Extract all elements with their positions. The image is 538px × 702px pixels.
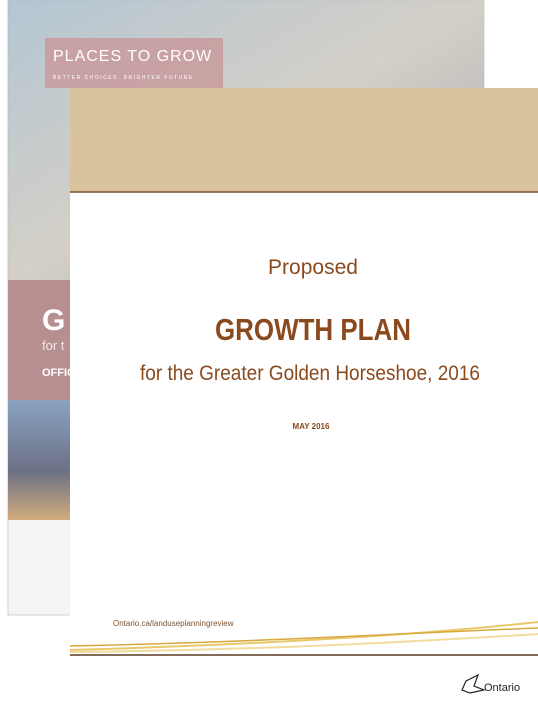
- banner-tagline: BETTER CHOICES. BRIGHTER FUTURE.: [53, 75, 197, 81]
- back-title: G: [42, 304, 65, 337]
- url: Ontario.ca/landuseplanningreview: [113, 619, 234, 628]
- logo-text: Ontario: [484, 682, 520, 694]
- kicker: Proposed: [268, 256, 358, 279]
- front-title: GROWTH PLAN: [215, 312, 411, 347]
- trillium-icon: [462, 675, 484, 693]
- front-subtitle: for the Greater Golden Horseshoe, 2016: [140, 362, 480, 385]
- covers: PLACES TO GROW BETTER CHOICES. BRIGHTER …: [0, 0, 538, 702]
- front-header: [70, 88, 538, 192]
- banner-title: PLACES TO GROW: [53, 48, 212, 65]
- ontario-logo: Ontario: [462, 675, 520, 694]
- page: {"back_cover": {"banner_title": "PLACES …: [0, 0, 538, 702]
- back-subtitle: for t: [42, 338, 65, 353]
- date: MAY 2016: [293, 422, 330, 431]
- front-cover: Proposed GROWTH PLAN for the Greater Gol…: [70, 88, 538, 655]
